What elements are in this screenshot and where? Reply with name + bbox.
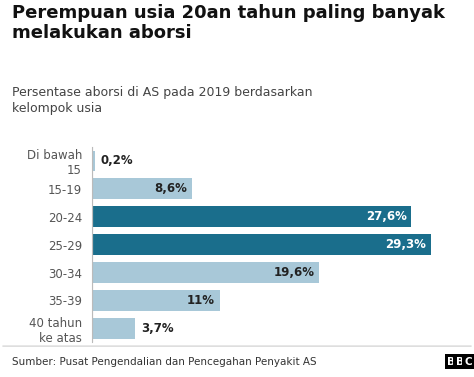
Bar (92, 290, 219, 311)
Text: Persentase aborsi di AS pada 2019 berdasarkan
kelompok usia: Persentase aborsi di AS pada 2019 berdas… (12, 86, 312, 115)
Text: B: B (456, 357, 464, 366)
Text: Sumber: Pusat Pengendalian dan Pencegahan Penyakit AS: Sumber: Pusat Pengendalian dan Pencegaha… (12, 357, 317, 366)
Text: Perempuan usia 20an tahun paling banyak
melakukan aborsi: Perempuan usia 20an tahun paling banyak … (12, 4, 445, 42)
Text: 3,7%: 3,7% (141, 322, 173, 335)
Bar (92, 178, 192, 199)
Bar (92, 262, 319, 283)
Text: 27,6%: 27,6% (366, 210, 407, 223)
Text: B: B (447, 357, 455, 366)
Text: 0,2%: 0,2% (100, 155, 133, 167)
Text: C: C (465, 357, 472, 366)
Text: 19,6%: 19,6% (273, 266, 314, 279)
Bar (92, 150, 95, 172)
Text: 8,6%: 8,6% (155, 182, 187, 195)
Text: 11%: 11% (187, 294, 215, 307)
Bar (92, 318, 135, 339)
Bar (92, 234, 431, 255)
Bar (92, 206, 411, 227)
Text: 29,3%: 29,3% (385, 238, 426, 251)
